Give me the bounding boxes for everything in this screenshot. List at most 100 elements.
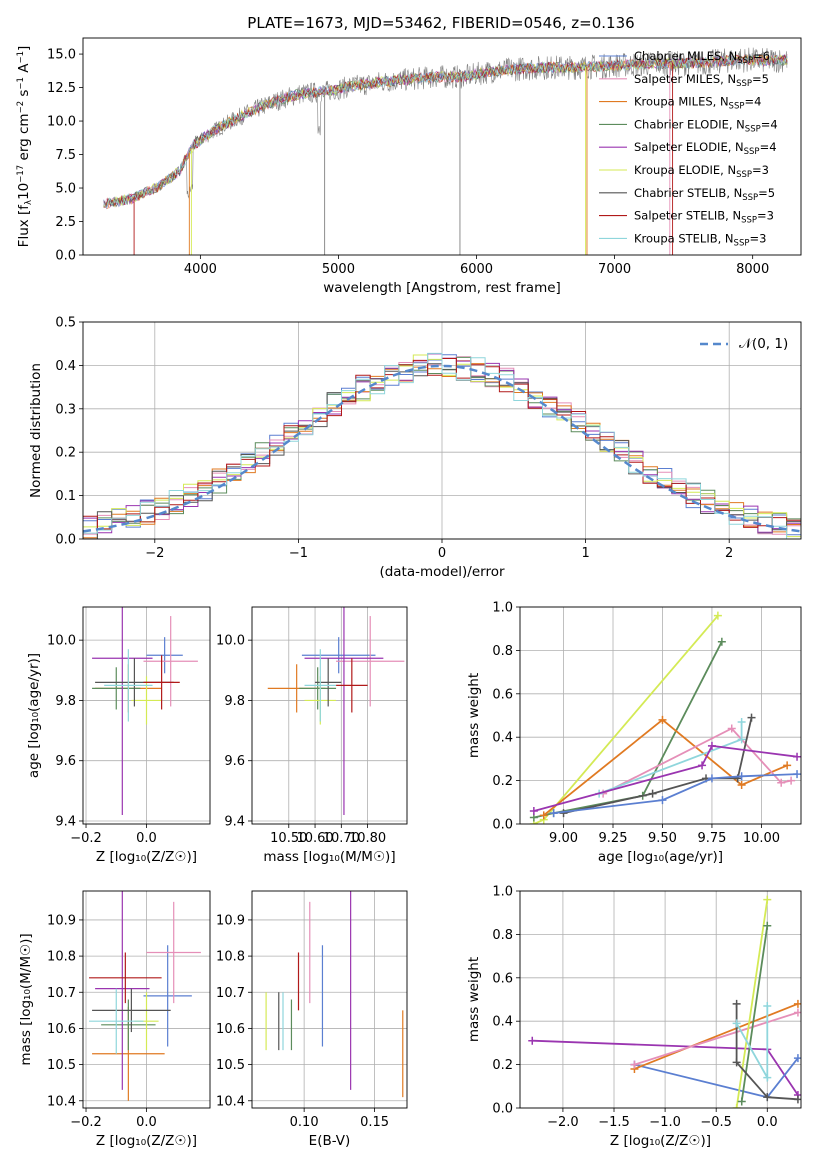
y-axis-label: mass weight [466,957,482,1042]
residuals-frame [82,321,802,540]
y-tick-label: 5.0 [55,182,76,197]
weight-line [634,1002,799,1070]
y-tick-label: 0.6 [492,971,513,986]
weight-line [598,722,743,795]
x-axis-label: Z [log₁₀(Z/Z☉)] [610,1133,711,1149]
weight-line [735,1003,798,1101]
y-tick-label: 10.9 [216,913,245,928]
weight-marker [713,611,722,620]
z-mass-axes: −0.2 0.0 10.4 10.5 10.6 10.7 10.8 10.9 Z [log₁₀(… [18,891,210,1149]
z-weight-frame [519,890,802,1109]
x-axis-label: (data-model)/error [379,564,505,580]
y-axis-label: Flux [fλ10−17 erg cm−2 s−1 A−1] [16,46,34,248]
weight-marker [630,1060,639,1069]
weight-marker [732,1019,741,1028]
y-tick-label: 2.5 [55,215,76,230]
weight-marker [763,1073,772,1082]
figure-title: PLATE=1673, MJD=53462, FIBERID=0546, z=0… [247,14,634,32]
y-tick-label: 9.8 [224,694,245,709]
x-axis-label: Z [log₁₀(Z/Z☉)] [96,849,197,865]
weight-marker [727,724,736,733]
weight-marker [648,789,657,798]
ebv-mass-axes: 0.10 0.15 10.4 10.5 10.6 10.7 10.8 10.9 E(B-V) [216,891,407,1149]
x-axis-label: Z [log₁₀(Z/Z☉)] [96,1133,197,1149]
legend-label: Salpeter ELODIE, NSSP=4 [634,140,777,157]
z-weight-plot [528,895,801,1108]
y-tick-label: 1.0 [492,885,513,900]
y-tick-label: 0.8 [492,644,513,659]
y-tick-label: 10.6 [216,1022,245,1037]
y-tick-label: 7.5 [55,148,76,163]
x-tick-label: 9.25 [599,831,628,846]
legend-label: Kroupa ELODIE, NSSP=3 [634,163,769,180]
y-tick-label: 9.6 [55,754,76,769]
weight-marker [732,1058,741,1067]
y-tick-label: 0.2 [492,1058,513,1073]
spectrum-frame [82,37,802,256]
weight-marker [763,1002,772,1011]
weight-marker [707,741,716,750]
weight-marker [737,718,746,727]
y-tick-label: 10.0 [47,634,76,649]
weight-marker [717,637,726,646]
x-axis-label: age [log₁₀(age/yr)] [598,849,723,865]
x-tick-label: 9.00 [549,831,578,846]
x-tick-label: 9.75 [697,831,726,846]
y-axis-label: mass weight [466,673,482,758]
weight-marker [793,770,801,779]
y-tick-label: 0.0 [492,818,513,833]
y-tick-label: 0.2 [492,774,513,789]
y-tick-label: 0.4 [55,359,76,374]
y-tick-label: 10.8 [216,950,245,965]
y-tick-label: 10.4 [47,1094,76,1109]
legend-label: Kroupa STELIB, NSSP=3 [634,231,766,248]
y-tick-label: 10.7 [47,986,76,1001]
x-tick-label: 0.0 [136,1115,157,1130]
legend-label: Chabrier STELIB, NSSP=5 [634,186,775,203]
weight-line [533,615,719,824]
weight-marker [539,811,548,820]
y-tick-label: 9.4 [55,814,76,829]
residuals-plot [83,352,801,539]
legend-label: Salpeter MILES, NSSP=5 [634,72,769,89]
weight-line [740,925,769,1102]
y-tick-label: 0.4 [492,1015,513,1030]
weight-marker [763,1093,772,1102]
x-tick-label: 10.60 [296,831,333,846]
y-tick-label: 0.0 [492,1102,513,1117]
weight-line [735,899,769,1108]
weight-marker [549,809,558,818]
x-tick-label: 0.0 [136,831,157,846]
spectrum-plot [103,47,788,255]
x-tick-label: 0.15 [360,1115,389,1130]
x-tick-label: −0.5 [700,1115,732,1130]
x-tick-label: 0.10 [290,1115,319,1130]
x-tick-label: 7000 [598,262,631,277]
x-tick-label: 10.80 [349,831,386,846]
y-tick-label: 0.6 [492,687,513,702]
weight-marker [747,713,756,722]
x-tick-label: 5000 [322,262,355,277]
y-tick-label: 0.4 [492,731,513,746]
weight-marker [737,1097,746,1106]
y-tick-label: 10.0 [47,115,76,130]
x-tick-label: 10.00 [743,831,780,846]
x-tick-label: 6000 [460,262,493,277]
z-age-plot [92,607,198,815]
x-tick-label: −2 [145,546,164,561]
weight-marker [787,776,796,785]
weight-marker [777,778,786,787]
weight-marker [793,752,801,761]
age-weight-axes: 9.00 9.25 9.50 9.75 10.00 0.0 0.2 0.4 0.6 0.8 1.0 a… [466,601,801,865]
spectrum-model-line [103,54,788,208]
spectrum-model-line [103,54,788,209]
ebv-mass-plot [265,891,404,1098]
y-tick-label: 10.9 [47,913,76,928]
x-tick-label: 10.50 [270,831,307,846]
weight-line [533,744,798,812]
spectrum-legend: Chabrier MILES, NSSP=6 Salpeter MILES, NS… [599,49,778,248]
weight-marker [529,806,538,815]
y-tick-label: 0.2 [55,446,76,461]
y-tick-label: 10.8 [47,950,76,965]
